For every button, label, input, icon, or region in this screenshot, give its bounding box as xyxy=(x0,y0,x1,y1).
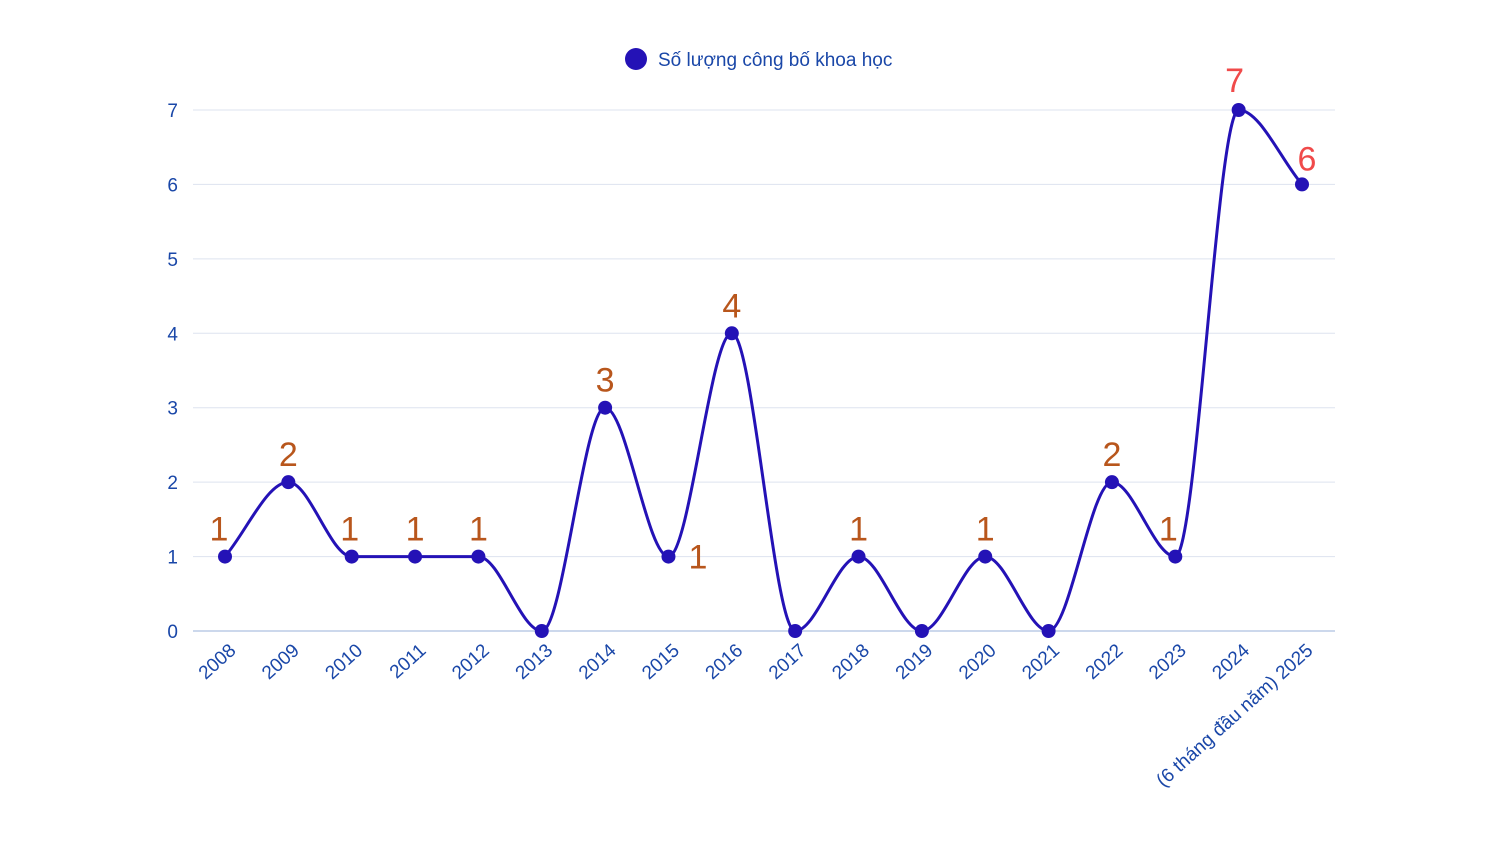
data-point xyxy=(408,549,423,564)
data-label: 2 xyxy=(1102,436,1121,474)
x-tick-label: 2020 xyxy=(955,640,1000,684)
data-label: 3 xyxy=(596,362,615,400)
x-tick-label: 2019 xyxy=(892,640,937,684)
legend-marker xyxy=(625,48,647,70)
data-label: 6 xyxy=(1298,140,1317,178)
x-tick-label: 2012 xyxy=(448,640,493,684)
data-point xyxy=(281,475,296,490)
data-point xyxy=(914,624,929,638)
y-tick-label: 5 xyxy=(167,250,178,271)
data-label: 1 xyxy=(469,511,488,549)
data-point xyxy=(1104,475,1119,490)
series-line xyxy=(223,108,1304,633)
data-point xyxy=(661,549,676,564)
data-point xyxy=(534,624,549,638)
x-tick-label: 2009 xyxy=(258,640,303,684)
y-axis-ticks: 0 1 2 3 4 5 6 7 xyxy=(167,101,178,643)
x-tick-label: 2024 xyxy=(1209,640,1255,684)
x-tick-label: 2010 xyxy=(322,640,367,684)
data-point xyxy=(598,400,613,415)
data-point xyxy=(724,326,739,341)
data-point xyxy=(218,549,232,564)
x-tick-label: 2014 xyxy=(575,640,621,684)
gridlines xyxy=(193,109,1335,632)
y-tick-label: 3 xyxy=(167,399,178,420)
data-label: 1 xyxy=(210,511,229,549)
data-label: 7 xyxy=(1225,62,1244,100)
y-tick-label: 7 xyxy=(167,101,178,122)
data-point xyxy=(471,549,486,564)
data-points xyxy=(218,103,1309,638)
data-point xyxy=(1041,624,1056,638)
y-tick-label: 0 xyxy=(167,622,178,643)
data-label: 1 xyxy=(1159,511,1178,549)
legend-label: Số lượng công bố khoa học xyxy=(658,50,892,71)
data-label: 1 xyxy=(688,539,707,577)
legend: Số lượng công bố khoa học xyxy=(625,48,892,71)
x-tick-label: 2023 xyxy=(1145,640,1190,684)
x-tick-label: 2021 xyxy=(1018,640,1063,684)
x-tick-label: 2022 xyxy=(1082,640,1127,684)
data-label: 2 xyxy=(279,436,298,474)
data-point xyxy=(1295,177,1309,192)
x-tick-label: 2016 xyxy=(702,640,747,684)
data-label: 1 xyxy=(849,511,868,549)
data-point xyxy=(1168,549,1183,564)
x-tick-label: 2008 xyxy=(195,640,240,684)
x-tick-label: 2018 xyxy=(828,640,873,684)
data-point xyxy=(1231,103,1246,117)
x-tick-label: 2011 xyxy=(386,640,430,683)
data-point xyxy=(978,549,993,564)
y-tick-label: 2 xyxy=(167,473,178,494)
y-tick-label: 1 xyxy=(167,548,178,569)
data-label: 1 xyxy=(406,511,425,549)
data-point xyxy=(788,624,803,638)
x-tick-label: 2017 xyxy=(765,640,810,684)
y-tick-label: 6 xyxy=(167,175,178,196)
data-point xyxy=(851,549,866,564)
data-label: 4 xyxy=(722,287,741,325)
y-tick-label: 4 xyxy=(167,324,178,345)
x-tick-label: 2015 xyxy=(638,640,683,684)
data-label: 1 xyxy=(976,511,995,549)
data-label: 1 xyxy=(340,511,359,549)
x-axis-ticks: 2008 2009 2010 2011 2012 2013 2014 2015 2016 2017… xyxy=(195,640,1317,792)
x-tick-label: 2013 xyxy=(512,640,557,684)
data-point xyxy=(344,549,359,564)
